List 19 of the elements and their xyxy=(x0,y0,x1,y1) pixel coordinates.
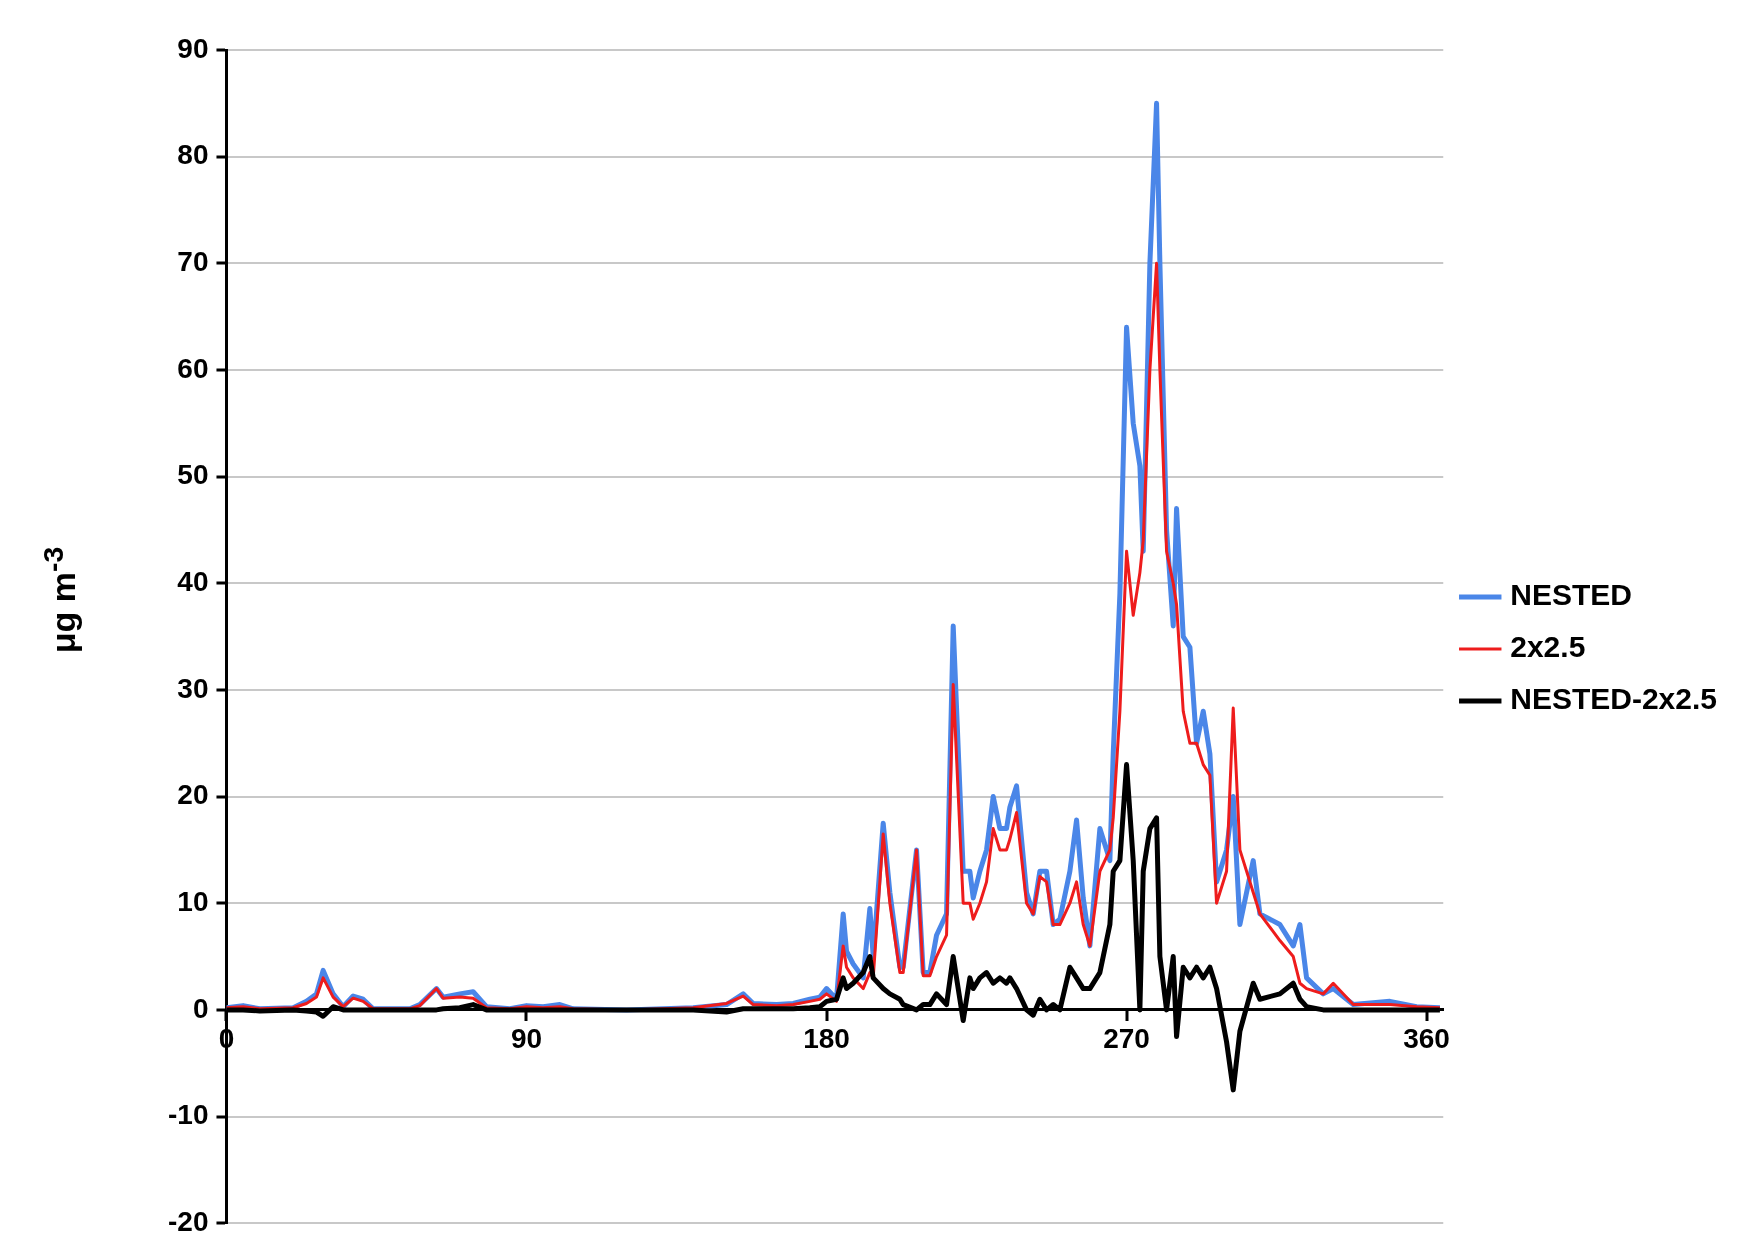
legend-label: NESTED xyxy=(1510,578,1632,612)
y-tick-label: 60 xyxy=(177,352,209,384)
y-tick-label: 70 xyxy=(177,246,209,278)
x-tick-label: 180 xyxy=(803,1023,850,1055)
y-tick-label: 0 xyxy=(192,992,209,1024)
y-tick-label: -20 xyxy=(168,1205,209,1237)
x-tick-label: 270 xyxy=(1103,1023,1150,1055)
y-tick-label: 40 xyxy=(177,565,209,597)
legend-label: NESTED-2x2.5 xyxy=(1510,682,1717,716)
x-tick-label: 360 xyxy=(1403,1023,1450,1055)
legend-label: 2x2.5 xyxy=(1510,630,1586,664)
y-tick-label: -10 xyxy=(168,1099,209,1131)
y-tick-label: 30 xyxy=(177,672,209,704)
y-tick-label: 90 xyxy=(177,32,209,64)
y-tick-label: 10 xyxy=(177,885,209,917)
x-tick-label: 90 xyxy=(510,1023,543,1055)
y-tick-label: 20 xyxy=(177,779,209,811)
y-tick-label: 80 xyxy=(177,139,209,171)
y-tick-label: 50 xyxy=(177,459,209,491)
